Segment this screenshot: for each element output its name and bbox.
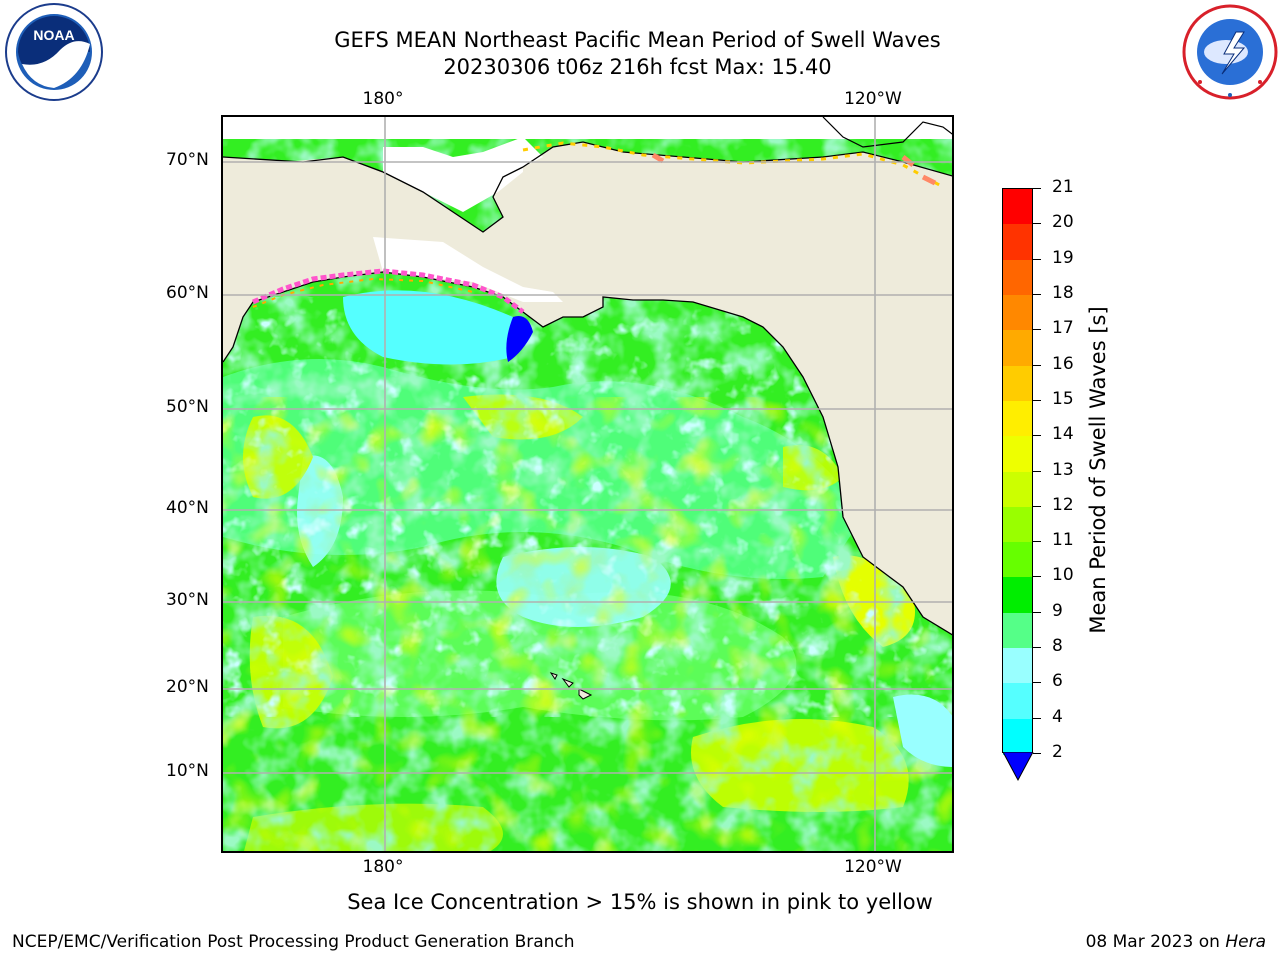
colorbar-tick-label: 10 [1052, 565, 1074, 586]
lon-label-bottom-180: 180° [362, 857, 404, 877]
colorbar-segment [1003, 365, 1032, 402]
colorbar-title: Mean Period of Swell Waves [s] [1086, 306, 1110, 634]
lat-label-50n: 50°N [166, 397, 209, 417]
colorbar-tick-label: 4 [1052, 706, 1063, 727]
colorbar-segment [1003, 683, 1032, 720]
colorbar-tick-label: 2 [1052, 742, 1063, 762]
colorbar-tick-label: 11 [1052, 530, 1074, 551]
colorbar-segment [1003, 259, 1032, 296]
colorbar-tick [1033, 576, 1041, 578]
colorbar-tick-label: 13 [1052, 459, 1074, 480]
colorbar-tick [1033, 258, 1041, 260]
colorbar-segment [1003, 189, 1032, 225]
colorbar-tick-label: 6 [1052, 671, 1063, 692]
colorbar-tick [1033, 753, 1041, 754]
lon-label-top-180: 180° [362, 89, 404, 109]
noaa-logo-text: NOAA [33, 27, 74, 43]
colorbar-segment [1003, 400, 1032, 437]
colorbar-tick [1033, 611, 1041, 613]
colorbar-tick-label: 14 [1052, 424, 1074, 445]
lon-label-top-120w: 120°W [844, 89, 902, 109]
lat-label-70n: 70°N [166, 150, 209, 170]
colorbar-segment [1003, 542, 1032, 578]
sea-ice-note: Sea Ice Concentration > 15% is shown in … [347, 890, 933, 914]
colorbar-tick [1033, 399, 1041, 401]
colorbar-tick [1033, 223, 1041, 225]
colorbar-tick [1033, 435, 1041, 437]
lat-label-20n: 20°N [166, 677, 209, 697]
colorbar-tick [1033, 188, 1041, 189]
colorbar-tick-label: 8 [1052, 636, 1063, 657]
colorbar-tick-label: 9 [1052, 600, 1063, 621]
colorbar-segment [1003, 330, 1032, 367]
nws-logo [1182, 4, 1278, 100]
lat-label-30n: 30°N [166, 590, 209, 610]
colorbar-tick-label: 16 [1052, 353, 1074, 374]
colorbar-segment [1003, 577, 1032, 614]
colorbar-tick-label: 18 [1052, 282, 1074, 303]
colorbar-tick-label: 17 [1052, 318, 1074, 339]
colorbar-tick [1033, 717, 1041, 719]
colorbar-segment [1003, 612, 1032, 649]
colorbar-under-triangle [1002, 752, 1034, 782]
colorbar-tick [1033, 541, 1041, 543]
colorbar-tick [1033, 505, 1041, 507]
colorbar-tick-label: 20 [1052, 212, 1074, 233]
noaa-logo: NOAA [5, 3, 103, 101]
colorbar-tick-label: 21 [1052, 177, 1074, 197]
colorbar-tick-label: 12 [1052, 494, 1074, 515]
colorbar-tick [1033, 329, 1041, 331]
date-label: 08 Mar 2023 on [1085, 932, 1226, 952]
colorbar-segment [1003, 471, 1032, 508]
colorbar-segment [1003, 506, 1032, 543]
colorbar-segment [1003, 648, 1032, 684]
lat-label-10n: 10°N [166, 761, 209, 781]
colorbar-tick [1033, 293, 1041, 295]
colorbar-segment [1003, 224, 1032, 261]
colorbar-segment [1003, 718, 1032, 755]
colorbar-tick-label: 19 [1052, 247, 1074, 268]
swell-period-map [221, 115, 954, 853]
colorbar-tick [1033, 364, 1041, 366]
colorbar-tick [1033, 682, 1041, 684]
credit-text: NCEP/EMC/Verification Post Processing Pr… [12, 932, 575, 952]
chart-title: GEFS MEAN Northeast Pacific Mean Period … [334, 28, 941, 52]
map-canvas [223, 117, 952, 851]
colorbar-segment [1003, 294, 1032, 331]
colorbar-tick-label: 15 [1052, 388, 1074, 409]
chart-subtitle: 20230306 t06z 216h fcst Max: 15.40 [443, 55, 832, 79]
lon-label-bottom-120w: 120°W [844, 857, 902, 877]
colorbar-tick [1033, 470, 1041, 472]
lat-label-60n: 60°N [166, 283, 209, 303]
colorbar [1002, 188, 1033, 755]
colorbar-tick [1033, 647, 1041, 649]
date-text: 08 Mar 2023 on Hera [1086, 932, 1266, 952]
lat-label-40n: 40°N [166, 498, 209, 518]
colorbar-segment [1003, 436, 1032, 472]
host-name: Hera [1225, 932, 1266, 952]
